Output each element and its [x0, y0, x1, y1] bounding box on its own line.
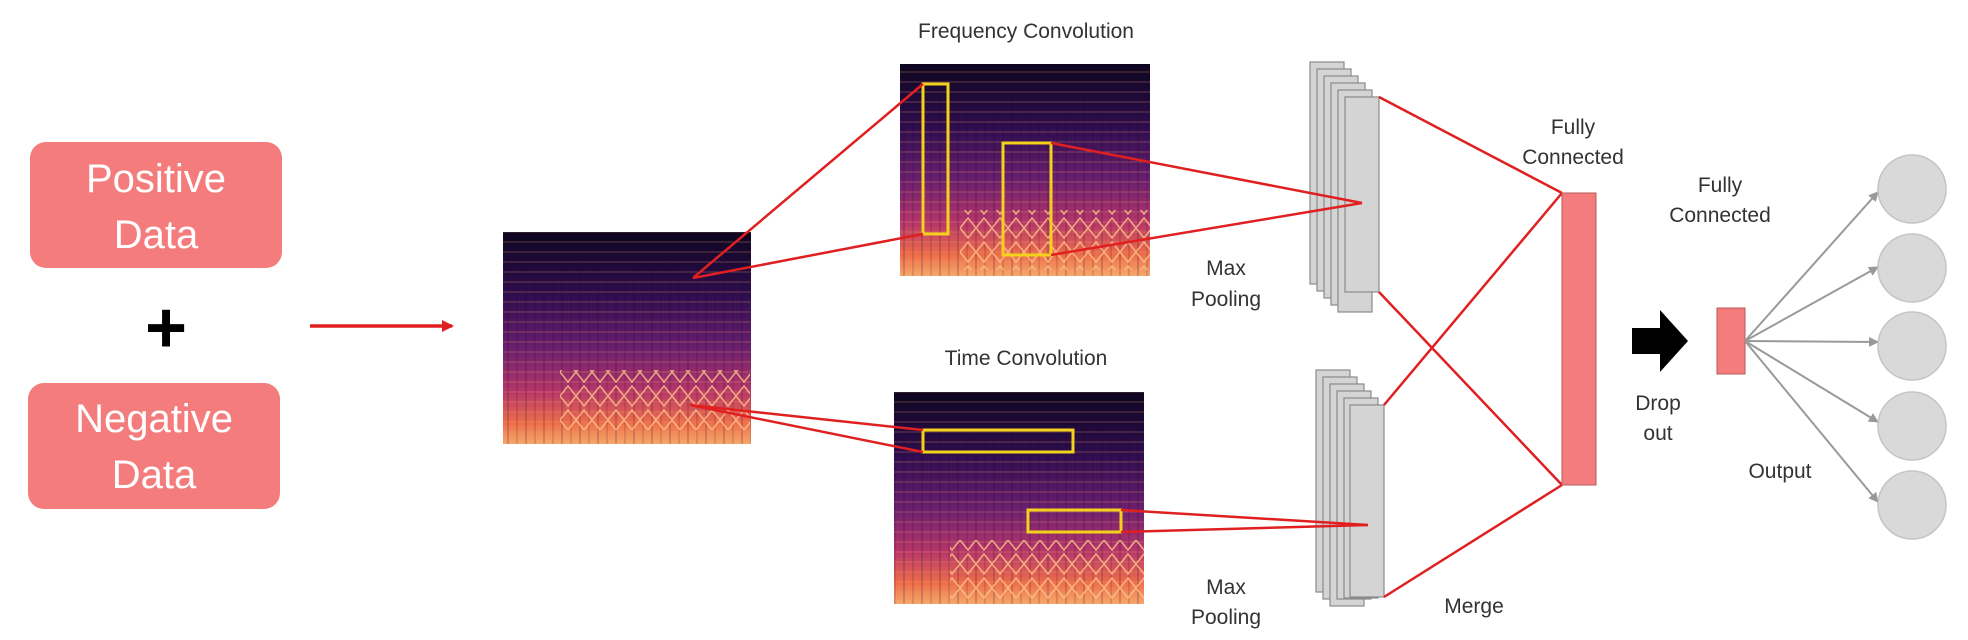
output-arrows: [1744, 191, 1879, 503]
fully-connected-1-line2: Connected: [1522, 146, 1624, 169]
plus-sign: +: [145, 288, 187, 368]
dropout-arrow-icon: [1632, 310, 1688, 372]
bottom-feature-maps: [1315, 369, 1385, 607]
conv-to-pool-connectors: [1050, 141, 1369, 534]
fully-connected-1-line1: Fully: [1551, 116, 1596, 139]
input-spectrogram: [503, 232, 751, 444]
max-pooling-bottom-line1: Max: [1206, 576, 1246, 599]
merge-connectors: [1378, 95, 1563, 599]
frequency-spectrogram: [900, 64, 1150, 276]
output-node: [1877, 470, 1947, 540]
frequency-filter-2: [1001, 141, 1053, 257]
time-convolution-label: Time Convolution: [945, 347, 1108, 370]
output-node: [1877, 154, 1947, 224]
fully-connected-layer-2: [1716, 307, 1746, 375]
dropout-line1: Drop: [1635, 392, 1681, 415]
output-node: [1877, 311, 1947, 381]
max-pooling-bottom-line2: Pooling: [1191, 606, 1261, 629]
time-filter-2: [1026, 508, 1123, 534]
positive-data-box: Positive Data: [30, 142, 282, 268]
negative-data-line2: Data: [112, 453, 197, 497]
time-filter-1: [921, 428, 1075, 454]
frequency-convolution-label: Frequency Convolution: [918, 20, 1134, 43]
fully-connected-2-line2: Connected: [1669, 204, 1771, 227]
input-to-conv-connectors: [689, 83, 924, 454]
time-spectrogram: [894, 392, 1144, 604]
max-pooling-top-line2: Pooling: [1191, 288, 1261, 311]
top-feature-maps: [1309, 61, 1380, 313]
frequency-filter-1: [921, 82, 950, 236]
output-label: Output: [1748, 460, 1811, 483]
max-pooling-top-line1: Max: [1206, 257, 1246, 280]
output-nodes: [1877, 154, 1947, 540]
positive-data-line1: Positive: [86, 157, 226, 201]
negative-data-line1: Negative: [75, 397, 233, 441]
merge-label: Merge: [1444, 595, 1504, 618]
negative-data-box: Negative Data: [28, 383, 280, 509]
output-node: [1877, 391, 1947, 461]
fully-connected-layer-1: [1561, 192, 1597, 486]
positive-data-line2: Data: [114, 213, 199, 257]
dropout-line2: out: [1643, 422, 1672, 445]
fully-connected-2-line1: Fully: [1698, 174, 1743, 197]
output-node: [1877, 233, 1947, 303]
